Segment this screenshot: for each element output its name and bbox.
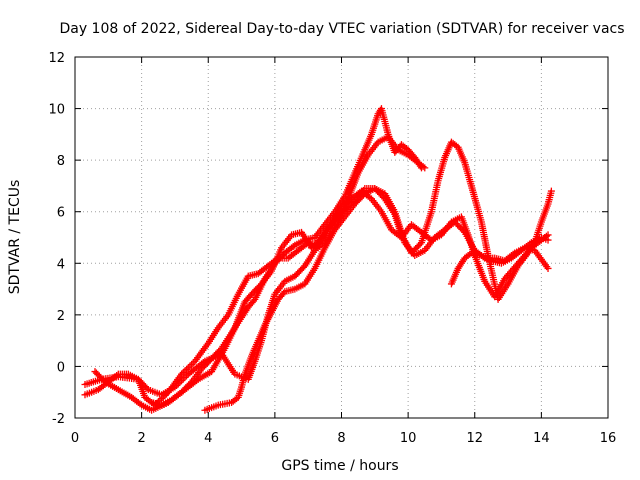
data-point <box>186 362 194 370</box>
data-point <box>417 164 425 172</box>
x-tick-label: 10 <box>400 431 417 446</box>
data-point <box>184 364 192 372</box>
data-point <box>181 367 189 375</box>
data-point <box>113 371 121 379</box>
data-point <box>183 365 191 373</box>
x-tick-label: 14 <box>533 431 550 446</box>
y-tick-label: 12 <box>48 51 65 66</box>
series-track-5 <box>148 105 425 409</box>
data-point <box>526 240 534 248</box>
data-point <box>143 384 151 392</box>
series-track-4 <box>201 138 555 414</box>
data-point <box>159 393 167 401</box>
data-point <box>547 187 555 195</box>
data-point <box>161 391 169 399</box>
y-tick-label: 10 <box>48 103 65 118</box>
data-point <box>250 297 258 305</box>
x-tick-label: 2 <box>137 431 145 446</box>
data-point <box>179 369 187 377</box>
y-tick-label: 4 <box>57 257 65 272</box>
x-tick-label: 4 <box>204 431 212 446</box>
data-point <box>289 243 297 251</box>
data-point <box>163 390 171 398</box>
y-axis-label: SDTVAR / TECUs <box>7 180 23 295</box>
chart-title: Day 108 of 2022, Sidereal Day-to-day VTE… <box>59 21 624 37</box>
data-point <box>181 373 189 381</box>
y-tick-label: -2 <box>52 412 65 427</box>
data-point <box>136 400 144 408</box>
tick-labels: 0 2 4 6 8 10 12 14 16 -2 0 2 4 6 8 10 12 <box>48 51 616 446</box>
data-point <box>544 236 552 244</box>
y-tick-label: 8 <box>57 154 65 169</box>
grid <box>75 57 608 418</box>
data-layer <box>81 105 555 414</box>
data-point <box>189 359 197 367</box>
x-tick-label: 0 <box>71 431 79 446</box>
series-track-6 <box>447 234 552 288</box>
x-axis-label: GPS time / hours <box>281 458 398 474</box>
data-point <box>188 360 196 368</box>
data-point <box>416 240 424 248</box>
x-tick-label: 12 <box>466 431 483 446</box>
x-tick-label: 6 <box>271 431 279 446</box>
series-track-2 <box>91 187 552 414</box>
data-point <box>544 264 552 272</box>
data-point <box>366 194 374 202</box>
y-tick-label: 2 <box>57 309 65 324</box>
y-tick-label: 0 <box>57 360 65 375</box>
y-tick-label: 6 <box>57 206 65 221</box>
data-point <box>178 370 186 378</box>
data-point <box>158 395 166 403</box>
x-tick-label: 8 <box>337 431 345 446</box>
x-tick-label: 16 <box>600 431 617 446</box>
